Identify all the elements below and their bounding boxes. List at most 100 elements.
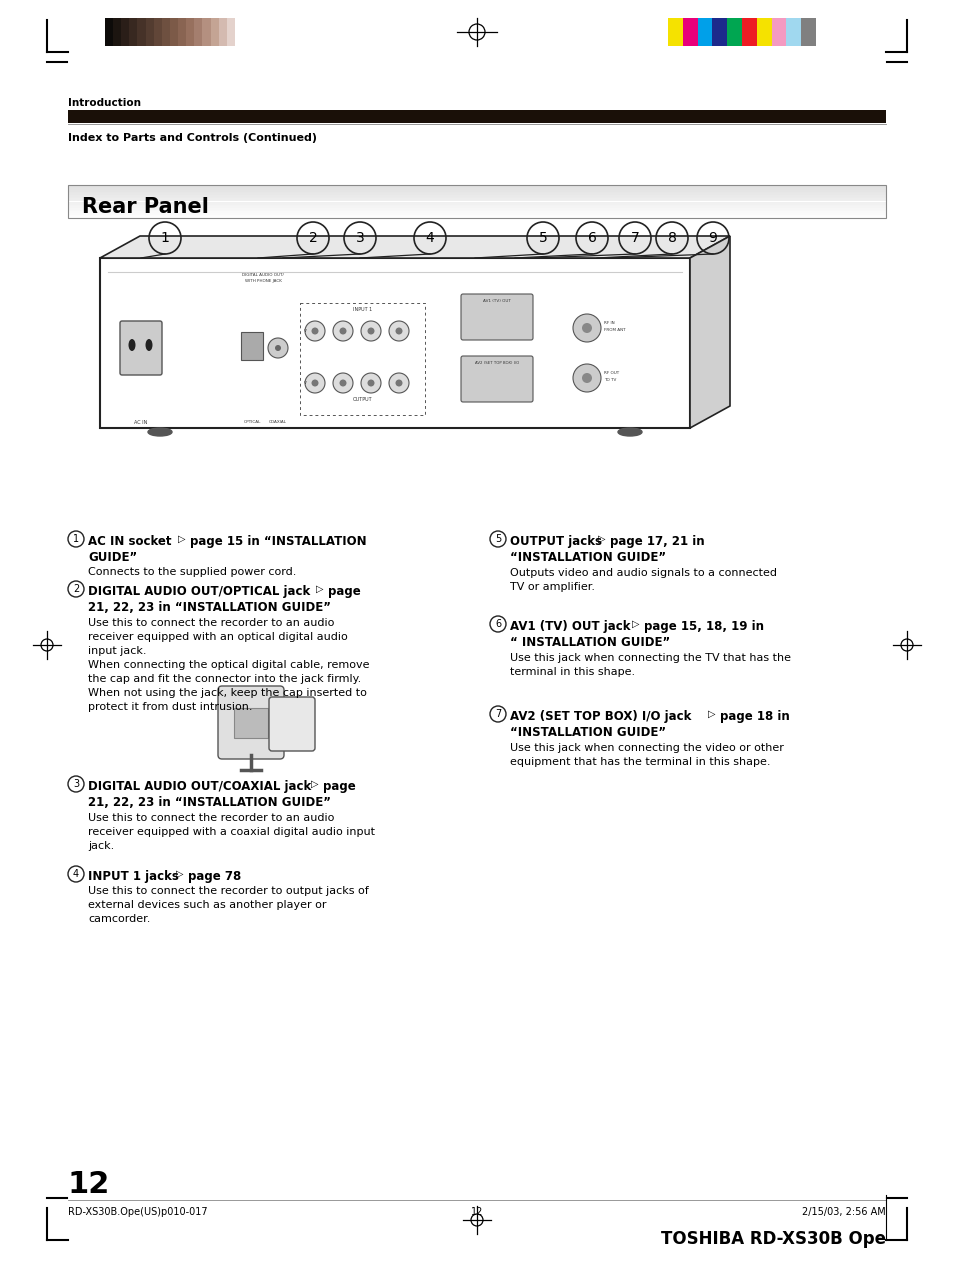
Text: page 78: page 78 <box>188 870 241 883</box>
FancyBboxPatch shape <box>460 294 533 340</box>
FancyBboxPatch shape <box>120 321 162 374</box>
Text: Use this jack when connecting the TV that has the: Use this jack when connecting the TV tha… <box>510 653 790 663</box>
Text: 1: 1 <box>160 231 170 245</box>
Text: AV1 (TV) OUT: AV1 (TV) OUT <box>482 299 511 303</box>
Ellipse shape <box>146 339 152 351</box>
Circle shape <box>268 337 288 358</box>
Text: AC IN socket: AC IN socket <box>88 535 175 548</box>
Bar <box>68 110 885 123</box>
Bar <box>68 185 885 219</box>
Circle shape <box>312 380 318 386</box>
Text: TOSHIBA RD-XS30B Ope: TOSHIBA RD-XS30B Ope <box>660 1229 885 1249</box>
Bar <box>68 208 885 210</box>
Circle shape <box>333 373 353 394</box>
Bar <box>785 18 801 46</box>
Bar <box>667 18 682 46</box>
Text: 12: 12 <box>68 1169 111 1199</box>
Bar <box>105 18 113 46</box>
Bar <box>146 18 153 46</box>
Bar <box>137 18 146 46</box>
Text: page 15, 18, 19 in: page 15, 18, 19 in <box>643 620 763 633</box>
Text: V: V <box>303 328 306 334</box>
Bar <box>68 203 885 204</box>
FancyBboxPatch shape <box>241 332 263 360</box>
Circle shape <box>312 327 318 335</box>
Circle shape <box>395 380 402 386</box>
Bar <box>68 185 885 187</box>
Bar <box>162 18 170 46</box>
Text: 12: 12 <box>471 1206 482 1217</box>
Text: AV1 (TV) OUT jack: AV1 (TV) OUT jack <box>510 620 634 633</box>
Text: 2/15/03, 2:56 AM: 2/15/03, 2:56 AM <box>801 1206 885 1217</box>
Bar <box>218 18 227 46</box>
Bar <box>68 199 885 202</box>
Text: ▷: ▷ <box>178 534 185 544</box>
Text: camcorder.: camcorder. <box>88 914 151 924</box>
FancyBboxPatch shape <box>269 697 314 751</box>
Circle shape <box>367 380 375 386</box>
Text: Use this to connect the recorder to an audio: Use this to connect the recorder to an a… <box>88 813 334 823</box>
Text: 6: 6 <box>495 619 500 629</box>
Text: DIGITAL AUDIO OUT/OPTICAL jack: DIGITAL AUDIO OUT/OPTICAL jack <box>88 585 314 598</box>
Bar <box>771 18 785 46</box>
Bar <box>68 188 885 190</box>
Text: ▷: ▷ <box>707 709 715 720</box>
Text: Rear Panel: Rear Panel <box>82 197 209 217</box>
Text: terminal in this shape.: terminal in this shape. <box>510 667 635 677</box>
Bar <box>68 197 885 198</box>
Bar <box>153 18 162 46</box>
FancyBboxPatch shape <box>218 686 284 759</box>
Text: Connects to the supplied power cord.: Connects to the supplied power cord. <box>88 567 296 576</box>
Text: 7: 7 <box>630 231 639 245</box>
Polygon shape <box>689 236 729 428</box>
Circle shape <box>305 373 325 394</box>
Text: page 15 in “INSTALLATION: page 15 in “INSTALLATION <box>190 535 366 548</box>
Text: 6: 6 <box>587 231 596 245</box>
Text: RD-XS30B.Ope(US)p010-017: RD-XS30B.Ope(US)p010-017 <box>68 1206 208 1217</box>
Text: equipment that has the terminal in this shape.: equipment that has the terminal in this … <box>510 757 770 767</box>
Circle shape <box>360 373 380 394</box>
Bar <box>756 18 771 46</box>
Text: AC IN: AC IN <box>134 420 148 426</box>
Circle shape <box>389 321 409 341</box>
Text: ▷: ▷ <box>631 619 639 629</box>
Bar <box>68 198 885 199</box>
Text: When not using the jack, keep the cap inserted to: When not using the jack, keep the cap in… <box>88 688 367 698</box>
Bar <box>68 192 885 193</box>
Bar <box>68 202 885 203</box>
Text: Use this to connect the recorder to an audio: Use this to connect the recorder to an a… <box>88 619 334 627</box>
Bar <box>68 196 885 197</box>
Text: 5: 5 <box>538 231 547 245</box>
Bar <box>227 18 234 46</box>
Text: external devices such as another player or: external devices such as another player … <box>88 900 326 910</box>
Text: receiver equipped with a coaxial digital audio input: receiver equipped with a coaxial digital… <box>88 827 375 837</box>
Circle shape <box>339 380 346 386</box>
Bar <box>68 193 885 196</box>
Bar <box>682 18 697 46</box>
Bar <box>68 207 885 208</box>
Text: page: page <box>323 780 355 794</box>
Circle shape <box>389 373 409 394</box>
Text: COAXIAL: COAXIAL <box>269 420 287 424</box>
Circle shape <box>333 321 353 341</box>
Text: the cap and fit the connector into the jack firmly.: the cap and fit the connector into the j… <box>88 674 361 684</box>
Bar <box>68 204 885 207</box>
Text: 1: 1 <box>72 534 79 544</box>
Bar <box>726 18 741 46</box>
Bar <box>299 303 424 415</box>
Text: receiver equipped with an optical digital audio: receiver equipped with an optical digita… <box>88 633 348 642</box>
Text: GUIDE”: GUIDE” <box>88 551 137 564</box>
Text: “ INSTALLATION GUIDE”: “ INSTALLATION GUIDE” <box>510 636 670 649</box>
Text: WITH PHONE JACK: WITH PHONE JACK <box>244 279 281 282</box>
Bar <box>211 18 218 46</box>
Text: ▷: ▷ <box>311 780 318 789</box>
Circle shape <box>339 327 346 335</box>
Bar <box>68 210 885 211</box>
Bar <box>801 18 815 46</box>
Circle shape <box>581 373 592 383</box>
Bar <box>68 213 885 215</box>
Ellipse shape <box>148 428 172 436</box>
Text: input jack.: input jack. <box>88 645 147 656</box>
Text: protect it from dust intrusion.: protect it from dust intrusion. <box>88 702 253 712</box>
Bar <box>202 18 211 46</box>
